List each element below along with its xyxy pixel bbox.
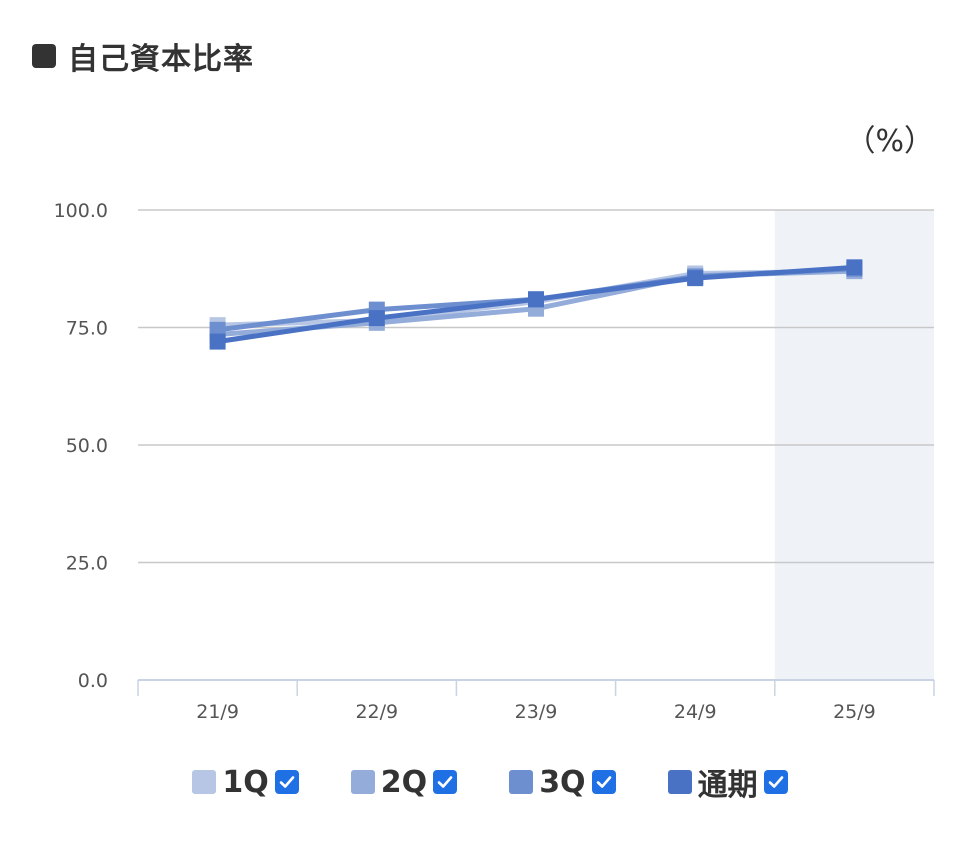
- legend-swatch: [509, 770, 534, 794]
- y-tick-label: 25.0: [66, 553, 108, 575]
- data-point: [528, 291, 544, 308]
- legend-item[interactable]: 1Q: [192, 764, 299, 800]
- data-point: [687, 270, 704, 287]
- checkbox-icon[interactable]: [591, 770, 616, 794]
- title-row: 自己資本比率: [32, 34, 254, 78]
- legend-label: 2Q: [380, 764, 428, 800]
- legend-swatch: [350, 770, 375, 794]
- checkbox-icon[interactable]: [433, 770, 458, 794]
- data-point: [368, 310, 385, 327]
- title-square-icon: [32, 44, 56, 68]
- x-tick-label: 21/9: [196, 701, 239, 723]
- data-point: [846, 259, 863, 276]
- checkbox-icon[interactable]: [763, 770, 788, 794]
- checkbox-icon[interactable]: [274, 770, 299, 794]
- legend-label: 1Q: [222, 764, 269, 800]
- legend: 1Q 2Q 3Q 通期: [0, 760, 980, 804]
- x-tick-label: 25/9: [833, 701, 876, 723]
- legend-item[interactable]: 通期: [667, 760, 788, 804]
- unit-label: （%）: [845, 124, 934, 159]
- line-chart: 0.0 25.0 50.0 75.0 100.0 21/9 22/9 23/9 24/9 25/9: [54, 200, 935, 723]
- y-tick-label: 50.0: [66, 435, 108, 457]
- data-point: [209, 333, 226, 350]
- page-title: 自己資本比率: [68, 42, 254, 77]
- y-tick-label: 0.0: [78, 670, 108, 692]
- x-tick-label: 24/9: [674, 701, 717, 723]
- legend-item[interactable]: 3Q: [509, 764, 616, 800]
- x-tick-label: 23/9: [515, 701, 558, 723]
- y-tick-label: 75.0: [66, 318, 108, 340]
- legend-label: 通期: [697, 768, 758, 803]
- x-tick-label: 22/9: [355, 701, 398, 723]
- legend-swatch: [667, 770, 692, 794]
- legend-item[interactable]: 2Q: [350, 764, 458, 800]
- y-tick-label: 100.0: [54, 200, 108, 222]
- legend-swatch: [192, 770, 217, 794]
- legend-label: 3Q: [539, 764, 586, 800]
